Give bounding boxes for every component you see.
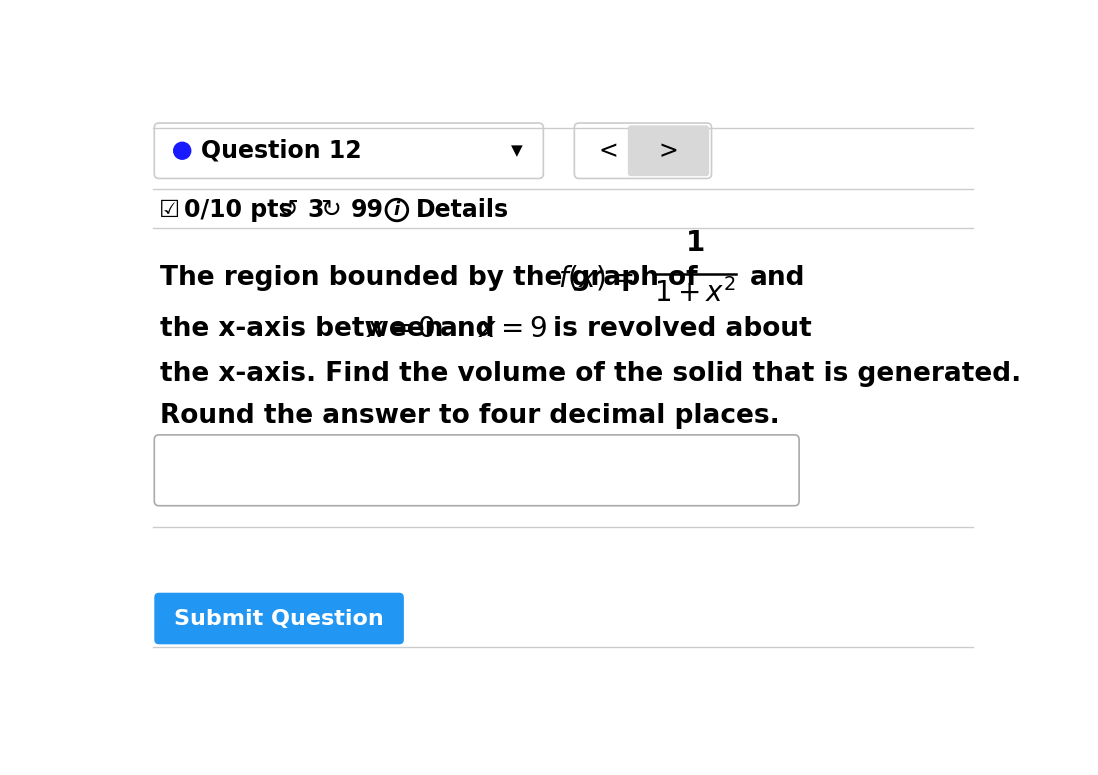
Text: Details: Details: [416, 198, 509, 222]
Text: $x = 0$: $x = 0$: [366, 315, 435, 343]
FancyBboxPatch shape: [574, 123, 712, 178]
Text: $f(x) =$: $f(x) =$: [558, 264, 634, 292]
Text: the x-axis. Find the volume of the solid that is generated.: the x-axis. Find the volume of the solid…: [160, 361, 1022, 387]
Text: Question 12: Question 12: [201, 139, 361, 163]
Text: 0/10 pts: 0/10 pts: [183, 198, 292, 222]
Text: and: and: [750, 265, 805, 291]
Text: ↻: ↻: [321, 198, 341, 222]
Text: 99: 99: [350, 198, 383, 222]
Text: 1: 1: [685, 229, 705, 257]
FancyBboxPatch shape: [155, 593, 404, 644]
Circle shape: [173, 143, 191, 159]
Text: ☑: ☑: [159, 198, 180, 222]
Text: Submit Question: Submit Question: [175, 608, 384, 629]
Text: >: >: [659, 139, 679, 163]
FancyBboxPatch shape: [155, 123, 544, 178]
Text: The region bounded by the graph of: The region bounded by the graph of: [160, 265, 698, 291]
Text: ↺: ↺: [278, 198, 299, 222]
Text: <: <: [598, 139, 618, 163]
Text: $x = 9$: $x = 9$: [479, 315, 547, 343]
Text: Round the answer to four decimal places.: Round the answer to four decimal places.: [160, 404, 781, 429]
FancyBboxPatch shape: [628, 126, 709, 176]
Text: the x-axis between: the x-axis between: [160, 316, 444, 343]
Text: ▼: ▼: [512, 143, 523, 158]
Text: $1 + x^2$: $1 + x^2$: [654, 277, 736, 308]
Text: 3: 3: [307, 198, 324, 222]
Text: i: i: [394, 201, 400, 219]
FancyBboxPatch shape: [155, 435, 799, 506]
Circle shape: [386, 199, 407, 221]
Text: and: and: [439, 316, 495, 343]
Text: is revolved about: is revolved about: [553, 316, 813, 343]
